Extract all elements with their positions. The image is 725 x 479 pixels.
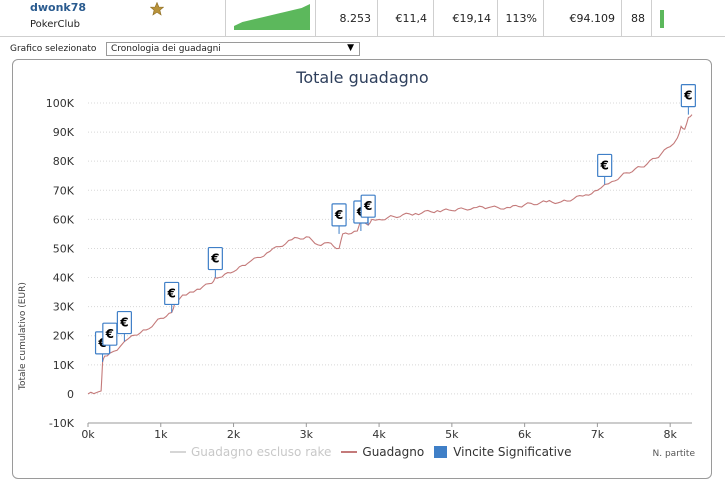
x-tick-label: 8k <box>663 428 677 441</box>
y-tick-label: 0 <box>67 388 74 401</box>
series-line-profit <box>87 114 693 395</box>
y-tick-label: 60K <box>53 213 75 226</box>
rank-cell: 88 <box>621 0 651 36</box>
legend-item-significant[interactable]: Vincite Significative <box>434 445 571 459</box>
hands-cell: 8.253 <box>315 0 377 36</box>
legend-label-no-rake: Guadagno escluso rake <box>191 445 332 459</box>
y-tick-label: 40K <box>53 272 75 285</box>
legend-swatch-profit <box>341 451 358 453</box>
significant-win-marker <box>331 203 347 227</box>
significant-win-marker <box>680 84 696 108</box>
significant-win-marker <box>207 246 223 271</box>
legend-item-profit[interactable]: Guadagno <box>341 445 424 459</box>
player-name[interactable]: dwonk78 <box>30 1 87 14</box>
significant-win-marker <box>164 281 180 306</box>
chart-selector-dropdown[interactable]: Cronologia dei guadagni ▼ <box>106 42 360 56</box>
chart-title: Totale guadagno <box>296 68 429 87</box>
chart-selector-value: Cronologia dei guadagni <box>111 44 221 54</box>
significant-win-marker <box>597 153 613 178</box>
x-tick-label: 2k <box>227 428 241 441</box>
euro-icon: € <box>167 286 176 300</box>
legend-label-profit: Guadagno <box>362 445 425 459</box>
x-axis-title: N. partite <box>652 449 695 459</box>
x-tick-label: 4k <box>372 428 386 441</box>
y-tick-label: -10K <box>49 417 75 430</box>
y-tick-label: 20K <box>53 330 75 343</box>
mini-chart-area <box>234 4 310 30</box>
significant-win-marker <box>360 194 376 218</box>
y-tick-label: 80K <box>53 155 75 168</box>
x-tick-label: 5k <box>445 428 459 441</box>
significant-win-marker <box>116 310 132 335</box>
x-tick-label: 3k <box>300 428 314 441</box>
avg-stake-cell: €11,4 <box>377 0 433 36</box>
y-tick-label: 50K <box>53 242 75 255</box>
status-bar <box>660 10 664 28</box>
significant-win-marker <box>102 322 118 346</box>
bar-cell <box>651 0 725 36</box>
euro-icon: € <box>97 336 106 350</box>
dropdown-arrow-icon: ▼ <box>347 43 354 53</box>
mini-chart-cell <box>225 0 315 36</box>
player-room: PokerClub <box>30 19 80 30</box>
player-cell: dwonk78 PokerClub <box>25 0 225 36</box>
chart-selector-label: Grafico selezionato <box>10 44 97 54</box>
euro-icon: € <box>210 252 219 266</box>
y-tick-label: 70K <box>53 184 75 197</box>
y-axis-title: Totale cumulativo (EUR) <box>18 282 28 390</box>
euro-icon: € <box>363 199 372 213</box>
legend-label-significant: Vincite Significative <box>453 445 572 459</box>
x-tick-label: 7k <box>591 428 605 441</box>
x-tick-label: 6k <box>518 428 532 441</box>
y-tick-label: 100K <box>46 97 75 110</box>
chart-legend: Guadagno escluso rake Guadagno Vincite S… <box>170 445 581 459</box>
y-tick-label: 90K <box>53 126 75 139</box>
y-tick-label: 30K <box>53 301 75 314</box>
euro-icon: € <box>105 327 114 341</box>
euro-icon: € <box>334 208 343 222</box>
mini-profit-chart <box>234 4 310 30</box>
x-tick-label: 1k <box>154 428 168 441</box>
legend-swatch-significant <box>434 446 448 458</box>
avg-pot-cell: €19,14 <box>433 0 497 36</box>
euro-icon: € <box>356 205 365 219</box>
roi-cell: 113% <box>497 0 543 36</box>
euro-icon: € <box>119 316 128 330</box>
euro-icon: € <box>683 89 692 103</box>
player-stats-row: dwonk78 PokerClub 8.253 €11,4 €19,14 113… <box>0 0 725 37</box>
chart-panel <box>12 59 712 479</box>
euro-icon: € <box>599 158 608 172</box>
x-tick-label: 0k <box>81 428 95 441</box>
profit-cell: €94.109 <box>543 0 621 36</box>
legend-swatch-no-rake <box>170 451 186 453</box>
legend-item-no-rake[interactable]: Guadagno escluso rake <box>170 445 331 459</box>
y-tick-label: 10K <box>53 359 75 372</box>
star-icon[interactable] <box>150 2 164 16</box>
